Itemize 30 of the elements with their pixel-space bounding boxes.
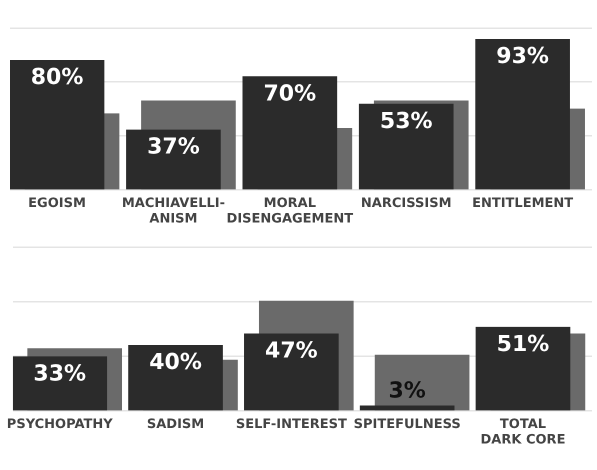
- data-label: 53%: [380, 108, 433, 134]
- bar: [10, 60, 104, 190]
- data-label: 80%: [30, 65, 84, 90]
- bar: [475, 38, 570, 190]
- x-tick-label: MORAL DISENGAGEMENT: [226, 196, 354, 227]
- x-tick-label: SADISM: [146, 416, 204, 432]
- bar: [476, 326, 570, 410]
- data-label: 93%: [496, 44, 549, 70]
- data-label: 47%: [265, 338, 318, 364]
- x-tick-label: NARCISSISM: [360, 196, 452, 211]
- data-label: 51%: [496, 332, 550, 357]
- x-tick-label: PSYCHOPATHY: [6, 416, 114, 432]
- bar: [360, 406, 454, 410]
- data-label: 40%: [149, 350, 202, 375]
- bar: [242, 76, 338, 190]
- x-tick-label: TOTAL DARK CORE: [480, 416, 566, 448]
- data-label: 3%: [388, 378, 426, 404]
- x-tick-label: SELF-INTEREST: [236, 416, 347, 432]
- data-label: 33%: [33, 361, 86, 386]
- x-tick-label: MACHIAVELLI- ANISM: [122, 196, 226, 227]
- bar: [126, 130, 221, 190]
- bar: [128, 344, 223, 410]
- bar: [12, 356, 108, 410]
- bar: [244, 333, 339, 410]
- x-tick-label: EGOISM: [28, 196, 86, 211]
- x-tick-label: ENTITLEMENT: [472, 196, 574, 211]
- data-label: 70%: [263, 81, 316, 106]
- data-label: 37%: [147, 134, 200, 160]
- bar: [358, 104, 454, 190]
- x-tick-label: SPITEFULNESS: [354, 416, 461, 432]
